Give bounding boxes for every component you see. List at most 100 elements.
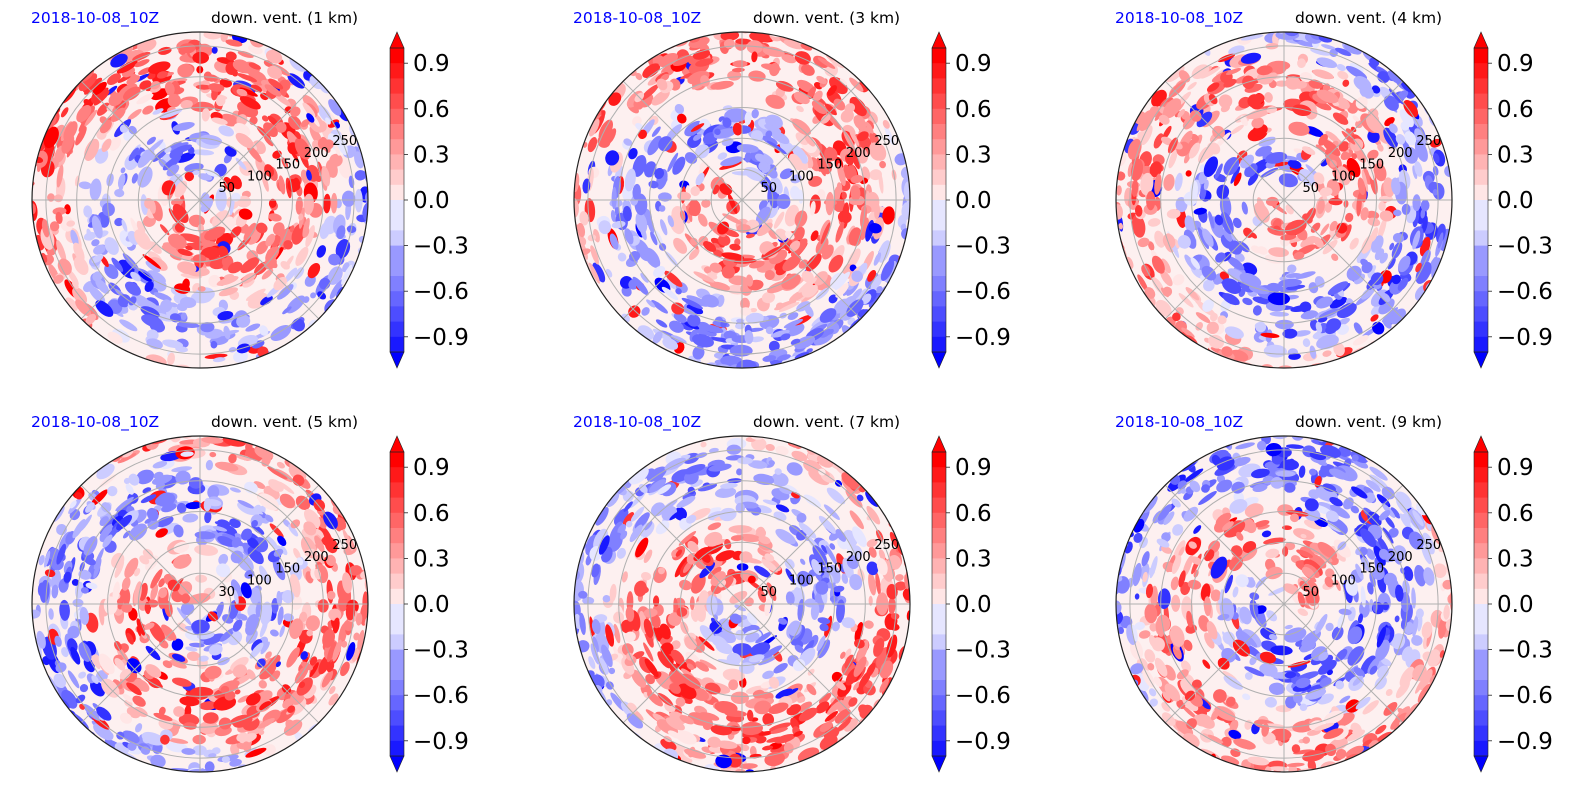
field-cell — [834, 271, 850, 291]
field-cell — [217, 245, 229, 259]
field-cell — [67, 270, 79, 286]
field-cell — [578, 590, 588, 599]
field-cell — [306, 629, 313, 637]
field-cell — [1232, 586, 1239, 598]
field-cell — [1251, 117, 1264, 129]
field-cell — [133, 581, 142, 605]
field-cell — [1212, 125, 1225, 139]
field-cell — [1265, 548, 1280, 559]
colorbar-segment — [932, 169, 946, 186]
field-cell — [617, 252, 627, 262]
field-cell — [1367, 265, 1377, 275]
field-cell — [85, 582, 98, 590]
field-cell — [755, 206, 772, 225]
field-cell — [117, 173, 126, 189]
field-cell — [1283, 583, 1299, 595]
field-cell — [174, 180, 188, 198]
field-cell — [810, 230, 819, 242]
field-cell — [198, 173, 213, 181]
field-cell — [635, 212, 648, 233]
field-cell — [1220, 104, 1231, 113]
field-cell — [765, 443, 775, 452]
field-cell — [245, 747, 267, 758]
field-cell — [1300, 235, 1317, 248]
field-cell — [1233, 172, 1242, 187]
field-cell — [717, 152, 728, 160]
field-cell — [744, 166, 765, 182]
field-cell — [736, 359, 757, 368]
field-cell — [1361, 556, 1371, 572]
field-cell — [1355, 96, 1368, 109]
field-cell — [741, 736, 751, 745]
field-cell — [662, 337, 679, 350]
field-cell — [853, 656, 867, 677]
field-cell — [1228, 240, 1243, 255]
field-cell — [1372, 567, 1385, 580]
grid-spoke — [1283, 484, 1404, 605]
field-cell — [284, 267, 298, 283]
field-cell — [1190, 556, 1202, 565]
colorbar-tick-label: 0.0 — [955, 592, 992, 618]
colorbar-segment — [932, 740, 946, 757]
colorbar-segment — [1474, 619, 1488, 635]
field-cell — [770, 727, 788, 734]
field-cell — [1318, 308, 1340, 319]
field-cell — [853, 681, 861, 691]
field-cell — [591, 563, 600, 578]
field-cell — [145, 261, 161, 273]
field-cell — [300, 651, 308, 660]
field-cell — [1327, 281, 1349, 296]
field-cell — [171, 638, 184, 651]
field-cell — [93, 558, 102, 579]
field-cell — [791, 450, 808, 462]
field-cell — [762, 46, 785, 58]
field-cell — [1133, 532, 1143, 543]
field-cell — [91, 239, 100, 247]
field-cell — [224, 279, 243, 290]
field-cell — [1327, 669, 1333, 676]
field-cell — [1367, 511, 1382, 527]
field-cell — [610, 210, 616, 222]
colorbar-tick-label: −0.9 — [413, 729, 469, 755]
field-cell — [1355, 120, 1363, 129]
colorbar-segment — [1474, 48, 1488, 64]
colorbar-extend-min — [931, 755, 947, 773]
field-cell — [305, 225, 315, 248]
field-cell — [755, 631, 772, 644]
field-cell — [1118, 222, 1124, 230]
field-cell — [282, 306, 292, 315]
field-cell — [686, 304, 704, 315]
field-cell — [108, 92, 123, 107]
field-cell — [168, 738, 189, 744]
colorbar-segment — [390, 245, 404, 262]
field-cell — [289, 618, 303, 640]
field-cell — [1107, 595, 1114, 605]
chart-panel: 50 100 150 200 250 0.9 0.6 0.3 0.0 −0.3 −0.6 −0.9 20… — [542, 0, 1070, 404]
field-cell — [876, 558, 888, 576]
field-cell — [638, 483, 648, 494]
field-cell — [345, 603, 356, 621]
field-cell — [620, 530, 628, 540]
field-cell — [233, 350, 248, 363]
field-cell — [111, 107, 126, 122]
field-cell — [268, 78, 284, 90]
field-cell — [232, 59, 250, 72]
field-cell — [1213, 689, 1227, 703]
field-cell — [833, 585, 845, 593]
field-cell — [179, 696, 200, 707]
field-cell — [658, 192, 672, 202]
field-cell — [207, 485, 220, 500]
field-cell — [133, 568, 141, 577]
field-cell — [1186, 610, 1194, 628]
field-cell — [218, 717, 232, 730]
field-cell — [191, 149, 215, 156]
radial-tick-label: 50 — [219, 181, 236, 196]
field-cell — [121, 219, 128, 232]
field-cell — [276, 461, 285, 469]
field-cell — [762, 135, 778, 146]
colorbar-segment — [1474, 245, 1488, 262]
field-cell — [1240, 52, 1262, 64]
field-cell — [1215, 252, 1226, 263]
field-cell — [1280, 459, 1299, 471]
